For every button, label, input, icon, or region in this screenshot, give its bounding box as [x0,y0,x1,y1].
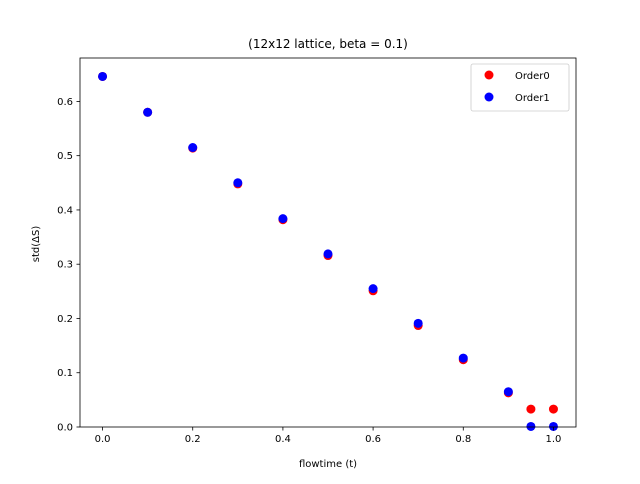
y-tick-label-4: 0.4 [57,205,73,216]
plot-area [98,71,558,431]
x-tick-label-1: 0.2 [185,434,201,445]
legend-marker-order1 [484,92,494,102]
x-tick-label-0: 0.0 [95,434,111,445]
y-tick-label-2: 0.2 [57,314,73,325]
data-point-order1-6 [368,284,378,294]
legend-label-order0: Order0 [515,71,550,82]
data-point-order1-1 [143,107,153,117]
x-tick-label-5: 1.0 [546,434,562,445]
legend-label-order1: Order1 [515,93,550,104]
x-axis-label: flowtime (t) [299,459,357,470]
data-point-order1-2 [188,143,198,153]
data-point-order1-0 [98,71,108,81]
legend: Order0 Order1 [470,63,570,112]
y-tick-label-0: 0.0 [57,423,73,434]
y-tick-label-5: 0.5 [57,151,73,162]
data-point-order1-8 [458,353,468,363]
data-point-order0-10 [526,404,536,414]
y-tick-label-1: 0.1 [57,368,73,379]
data-point-order1-11 [548,421,558,431]
x-tick-label-4: 0.8 [455,434,471,445]
data-point-order1-3 [233,178,243,188]
chart-title: (12x12 lattice, beta = 0.1) [248,37,408,51]
x-tick-label-3: 0.6 [365,434,381,445]
legend-marker-order0 [484,70,494,80]
data-point-order1-9 [503,387,513,397]
y-tick-label-3: 0.3 [57,260,73,271]
data-point-order1-4 [278,214,288,224]
data-point-order1-5 [323,249,333,259]
axes-frame [79,57,577,428]
legend-box [470,63,570,112]
y-axis-label: std(ΔS) [31,226,42,263]
axes: 0.0 0.2 0.4 0.6 0.8 1.0 0.0 0.1 0.2 0.3 0.4 0.5 0.6 [57,57,577,445]
x-tick-label-2: 0.4 [275,434,291,445]
data-point-order0-11 [548,404,558,414]
data-point-order1-7 [413,318,423,328]
y-tick-label-6: 0.6 [57,97,73,108]
data-point-order1-10 [526,421,536,431]
